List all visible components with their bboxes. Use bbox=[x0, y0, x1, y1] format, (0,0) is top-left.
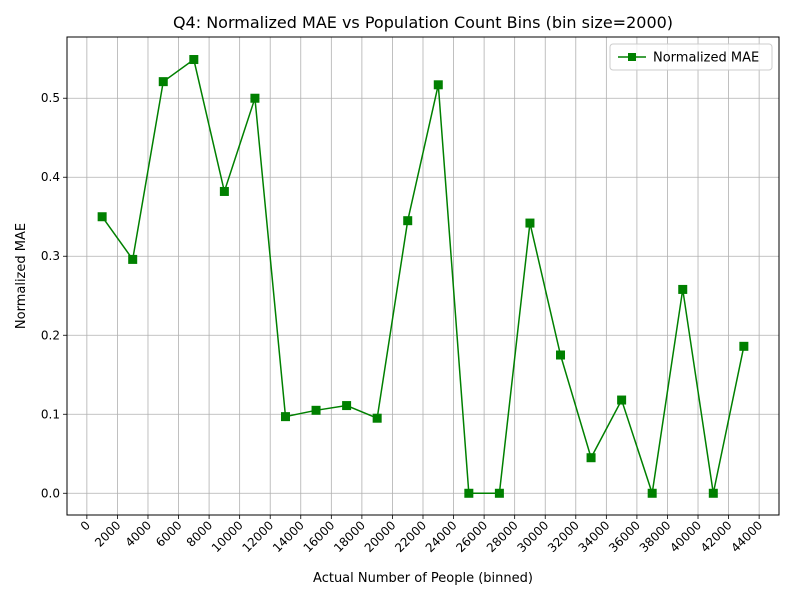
legend: Normalized MAE bbox=[609, 43, 773, 71]
x-tick-label: 44000 bbox=[728, 518, 765, 555]
x-tick-label: 24000 bbox=[423, 518, 460, 555]
x-tick-label: 38000 bbox=[637, 518, 674, 555]
data-point bbox=[464, 488, 474, 498]
x-tick-label: 2000 bbox=[92, 518, 123, 549]
data-point bbox=[433, 80, 443, 90]
x-tick-label: 20000 bbox=[362, 518, 399, 555]
data-point bbox=[678, 284, 688, 294]
x-tick-label: 36000 bbox=[606, 518, 643, 555]
x-tick-label: 18000 bbox=[331, 518, 368, 555]
x-tick-label: 28000 bbox=[484, 518, 521, 555]
x-tick-label: 10000 bbox=[209, 518, 246, 555]
data-point bbox=[189, 55, 199, 65]
data-point bbox=[647, 488, 657, 498]
x-tick-label: 14000 bbox=[270, 518, 307, 555]
legend-label: Normalized MAE bbox=[653, 51, 759, 66]
x-tick-label: 12000 bbox=[239, 518, 276, 555]
x-tick-label: 34000 bbox=[576, 518, 613, 555]
x-tick-label: 30000 bbox=[514, 518, 551, 555]
data-point bbox=[280, 412, 290, 422]
data-point bbox=[739, 341, 749, 351]
legend-marker-swatch bbox=[628, 53, 636, 61]
data-point bbox=[219, 186, 229, 196]
y-tick-label: 0.3 bbox=[41, 249, 60, 263]
chart-title: Q4: Normalized MAE vs Population Count B… bbox=[173, 13, 673, 32]
series-line bbox=[101, 58, 745, 495]
grid bbox=[67, 37, 779, 515]
data-point bbox=[250, 93, 260, 103]
data-point bbox=[311, 405, 321, 415]
x-tick-label: 32000 bbox=[545, 518, 582, 555]
y-tick-label: 0.0 bbox=[41, 486, 60, 500]
data-point bbox=[372, 413, 382, 423]
data-point bbox=[586, 453, 596, 463]
data-point bbox=[708, 488, 718, 498]
legend-box bbox=[609, 43, 773, 71]
data-point bbox=[342, 401, 352, 411]
data-point bbox=[128, 254, 138, 264]
x-tick-label: 4000 bbox=[123, 518, 154, 549]
x-axis-label: Actual Number of People (binned) bbox=[313, 571, 533, 586]
x-tick-label: 0 bbox=[78, 518, 93, 533]
y-tick-label: 0.5 bbox=[41, 91, 60, 105]
data-point bbox=[494, 488, 504, 498]
y-tick-label: 0.1 bbox=[41, 407, 60, 421]
data-point bbox=[403, 216, 413, 226]
data-point bbox=[525, 218, 535, 228]
y-tick-label: 0.2 bbox=[41, 328, 60, 342]
x-tick-label: 6000 bbox=[153, 518, 184, 549]
data-point bbox=[158, 77, 168, 87]
x-tick-label: 16000 bbox=[301, 518, 338, 555]
x-axis-ticks: 0 2000 4000 6000 800010000120001400016000180… bbox=[78, 515, 765, 555]
x-tick-label: 22000 bbox=[392, 518, 429, 555]
data-point bbox=[556, 350, 566, 360]
y-axis-label: Normalized MAE bbox=[14, 223, 29, 329]
data-point bbox=[617, 395, 627, 405]
x-tick-label: 26000 bbox=[453, 518, 490, 555]
x-tick-label: 40000 bbox=[667, 518, 704, 555]
x-tick-label: 42000 bbox=[698, 518, 735, 555]
y-tick-label: 0.4 bbox=[41, 170, 60, 184]
data-point bbox=[97, 212, 107, 222]
y-axis-ticks: 0.0 0.1 0.2 0.3 0.4 0.5 bbox=[41, 91, 67, 500]
series-layer bbox=[97, 55, 749, 498]
